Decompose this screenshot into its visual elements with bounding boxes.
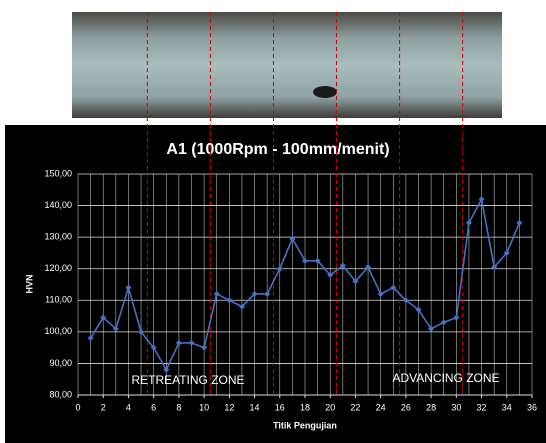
x-tick-label: 30 (451, 402, 461, 412)
x-tick-label: 36 (527, 402, 537, 412)
point-marker (87, 335, 94, 342)
x-tick-label: 28 (426, 402, 436, 412)
x-tick-label: 10 (199, 402, 209, 412)
point-marker (138, 328, 145, 335)
x-tick-label: 18 (300, 402, 310, 412)
point-marker (402, 297, 409, 304)
x-tick-label: 34 (502, 402, 512, 412)
x-tick-label: 12 (224, 402, 234, 412)
x-tick-label: 26 (401, 402, 411, 412)
weld-defect (313, 86, 337, 98)
point-marker (377, 290, 384, 297)
x-tick-label: 6 (151, 402, 156, 412)
y-tick-label: 110,00 (45, 295, 72, 305)
y-tick-label: 80,00 (49, 389, 72, 399)
point-marker (238, 303, 245, 310)
zone-annotation: RETREATING ZONE (131, 373, 244, 387)
point-marker (478, 196, 485, 203)
point-marker (276, 265, 283, 272)
y-tick-label: 100,00 (44, 326, 72, 336)
point-marker (516, 219, 523, 226)
point-marker (302, 257, 308, 264)
point-marker (503, 249, 510, 256)
point-marker (175, 339, 182, 346)
point-marker (251, 290, 258, 297)
y-tick-label: 150,00 (44, 168, 72, 178)
x-tick-label: 16 (275, 402, 285, 412)
y-tick-label: 120,00 (44, 263, 72, 273)
point-marker (465, 219, 472, 226)
point-marker (352, 278, 359, 285)
point-marker (264, 290, 271, 297)
point-marker (150, 344, 157, 351)
point-marker (327, 272, 334, 279)
point-marker (415, 306, 422, 313)
point-marker (365, 264, 372, 271)
x-tick-label: 8 (176, 402, 181, 412)
point-marker (289, 235, 296, 242)
x-tick-label: 4 (126, 402, 131, 412)
y-axis-label: HVN (24, 274, 34, 293)
point-marker (100, 314, 107, 321)
x-tick-label: 14 (250, 402, 260, 412)
zone-annotation: ADVANCING ZONE (392, 371, 499, 385)
point-marker (213, 290, 220, 297)
x-tick-label: 32 (477, 402, 487, 412)
point-marker (440, 319, 447, 326)
x-tick-label: 0 (75, 402, 80, 412)
point-marker (453, 314, 460, 321)
point-marker (339, 262, 346, 269)
y-tick-label: 130,00 (44, 232, 72, 242)
chart-background (5, 125, 546, 443)
point-marker (188, 339, 195, 346)
x-tick-label: 24 (376, 402, 386, 412)
point-marker (226, 297, 233, 304)
y-tick-label: 140,00 (44, 200, 72, 210)
point-marker (112, 325, 119, 332)
y-tick-label: 90,00 (49, 358, 72, 368)
chart-title: A1 (1000Rpm - 100mm/menit) (166, 141, 389, 158)
point-marker (163, 366, 170, 373)
x-tick-label: 22 (350, 402, 360, 412)
point-marker (428, 325, 435, 332)
x-axis-label: Titik Pengujian (273, 420, 337, 430)
point-marker (201, 344, 208, 351)
specimen-photo (72, 12, 502, 118)
point-marker (125, 284, 132, 291)
point-marker (491, 264, 498, 271)
point-marker (390, 284, 397, 291)
point-marker (314, 257, 321, 264)
x-tick-label: 2 (101, 402, 106, 412)
x-tick-label: 20 (325, 402, 335, 412)
